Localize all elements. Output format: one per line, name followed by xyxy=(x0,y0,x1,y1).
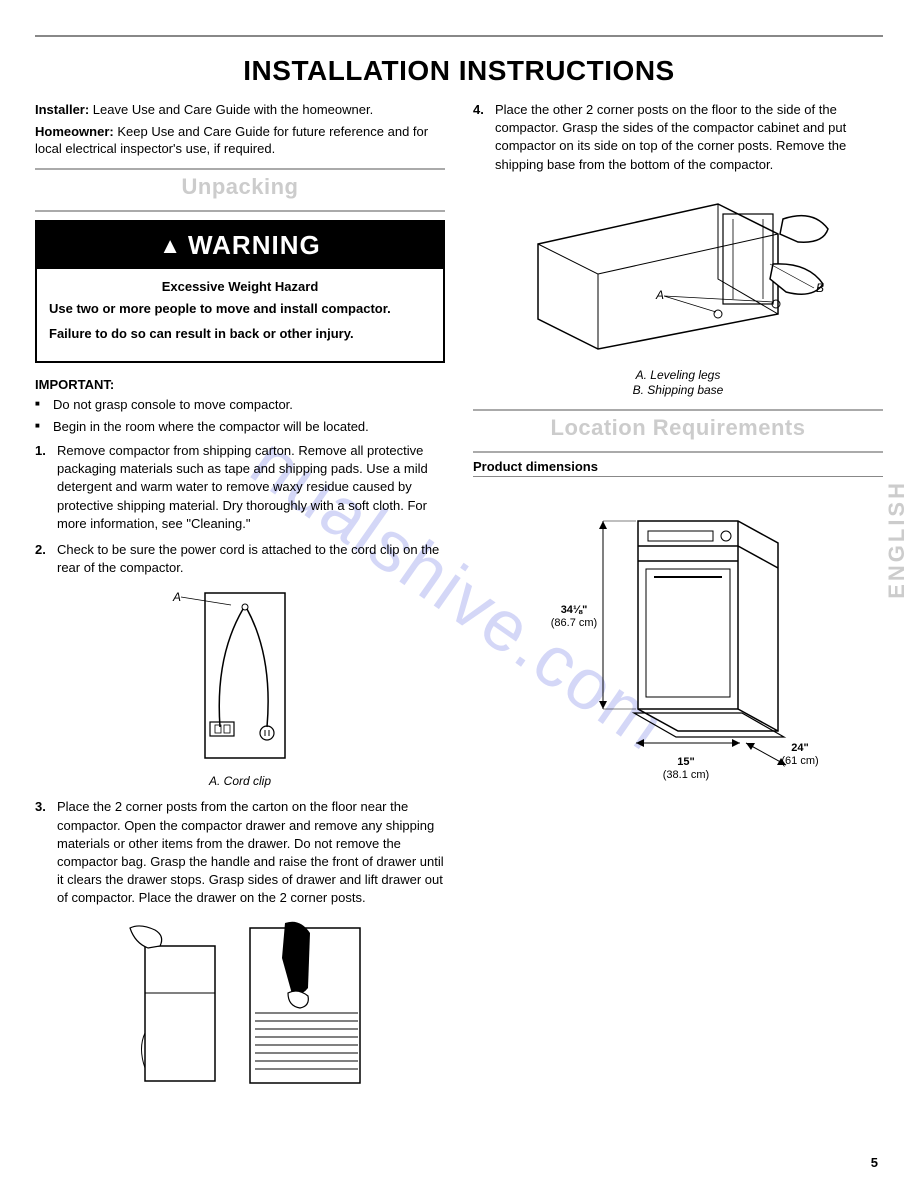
bullet-item: Begin in the room where the compactor wi… xyxy=(53,418,445,436)
step-4-text: Place the other 2 corner posts on the fl… xyxy=(495,102,846,172)
two-column-layout: Installer: Leave Use and Care Guide with… xyxy=(35,101,883,1101)
warning-body: Excessive Weight Hazard Use two or more … xyxy=(37,269,443,361)
step-3: 3. Place the 2 corner posts from the car… xyxy=(57,798,445,907)
location-rule-top xyxy=(473,409,883,411)
unpacking-title: Unpacking xyxy=(35,174,445,200)
svg-text:A: A xyxy=(655,288,664,302)
fig-dimensions: 34⅛"(86.7 cm) 15"(38.1 cm) 24"(61 cm) xyxy=(473,491,883,774)
warning-line-1: Use two or more people to move and insta… xyxy=(49,300,431,318)
bullet-list: Do not grasp console to move compactor. … xyxy=(35,396,445,436)
unpacking-rule-top xyxy=(35,168,445,170)
page-title: INSTALLATION INSTRUCTIONS xyxy=(35,55,883,87)
warning-hazard: Excessive Weight Hazard xyxy=(49,279,431,294)
caption-a: A. Leveling legs xyxy=(473,368,883,384)
installer-text: Leave Use and Care Guide with the homeow… xyxy=(89,102,373,117)
page-number: 5 xyxy=(871,1155,878,1170)
fig-shipping-base: A B A. Leveling legs B. Shipping base xyxy=(473,184,883,399)
unpacking-rule-bottom xyxy=(35,210,445,212)
step-2-text: Check to be sure the power cord is attac… xyxy=(57,542,439,575)
step-list-right: 4. Place the other 2 corner posts on the… xyxy=(473,101,883,174)
fig-cord-clip-caption: A. Cord clip xyxy=(35,774,445,788)
step-1-num: 1. xyxy=(35,442,46,460)
step-4: 4. Place the other 2 corner posts on the… xyxy=(495,101,883,174)
step-3-text: Place the 2 corner posts from the carton… xyxy=(57,799,444,905)
product-dimensions-label: Product dimensions xyxy=(473,459,883,477)
warning-line-2: Failure to do so can result in back or o… xyxy=(49,325,431,343)
location-title: Location Requirements xyxy=(473,415,883,441)
dim-height: 34⅛"(86.7 cm) xyxy=(546,604,602,630)
intro-block: Installer: Leave Use and Care Guide with… xyxy=(35,101,445,158)
vertical-language-tab: ENGLISH xyxy=(884,480,910,599)
dim-width: 15"(38.1 cm) xyxy=(650,756,722,782)
warning-header: ▲WARNING xyxy=(37,222,443,269)
bullet-item: Do not grasp console to move compactor. xyxy=(53,396,445,414)
cord-clip-illustration: A xyxy=(155,587,325,767)
caption-b: B. Shipping base xyxy=(473,383,883,399)
warning-box: ▲WARNING Excessive Weight Hazard Use two… xyxy=(35,220,445,363)
installer-label: Installer: xyxy=(35,102,89,117)
svg-text:B: B xyxy=(816,281,824,295)
fig-shipping-base-caption: A. Leveling legs B. Shipping base xyxy=(473,368,883,399)
step-2: 2. Check to be sure the power cord is at… xyxy=(57,541,445,577)
installer-line: Installer: Leave Use and Care Guide with… xyxy=(35,101,445,119)
fig-drawer-lift xyxy=(35,918,445,1091)
top-rule xyxy=(35,35,883,37)
shipping-base-illustration: A B xyxy=(518,184,838,359)
step-3-num: 3. xyxy=(35,798,46,816)
warning-triangle-icon: ▲ xyxy=(159,233,182,259)
step-list-left-2: 3. Place the 2 corner posts from the car… xyxy=(35,798,445,907)
page-container: INSTALLATION INSTRUCTIONS Installer: Lea… xyxy=(0,0,918,1121)
location-rule-bottom xyxy=(473,451,883,453)
step-1-text: Remove compactor from shipping carton. R… xyxy=(57,443,428,531)
important-label: IMPORTANT: xyxy=(35,377,445,392)
homeowner-label: Homeowner: xyxy=(35,124,114,139)
right-column: 4. Place the other 2 corner posts on the… xyxy=(473,101,883,1101)
step-1: 1. Remove compactor from shipping carton… xyxy=(57,442,445,533)
homeowner-line: Homeowner: Keep Use and Care Guide for f… xyxy=(35,123,445,158)
step-2-num: 2. xyxy=(35,541,46,559)
dimensions-illustration xyxy=(518,491,838,771)
left-column: Installer: Leave Use and Care Guide with… xyxy=(35,101,445,1101)
warning-header-text: WARNING xyxy=(188,230,321,260)
drawer-lift-illustration xyxy=(110,918,370,1088)
step-4-num: 4. xyxy=(473,101,484,119)
dim-depth: 24"(61 cm) xyxy=(770,742,830,768)
step-list-left: 1. Remove compactor from shipping carton… xyxy=(35,442,445,577)
fig-cord-clip: A A. Cord clip xyxy=(35,587,445,788)
fig-label-a: A xyxy=(172,590,181,604)
